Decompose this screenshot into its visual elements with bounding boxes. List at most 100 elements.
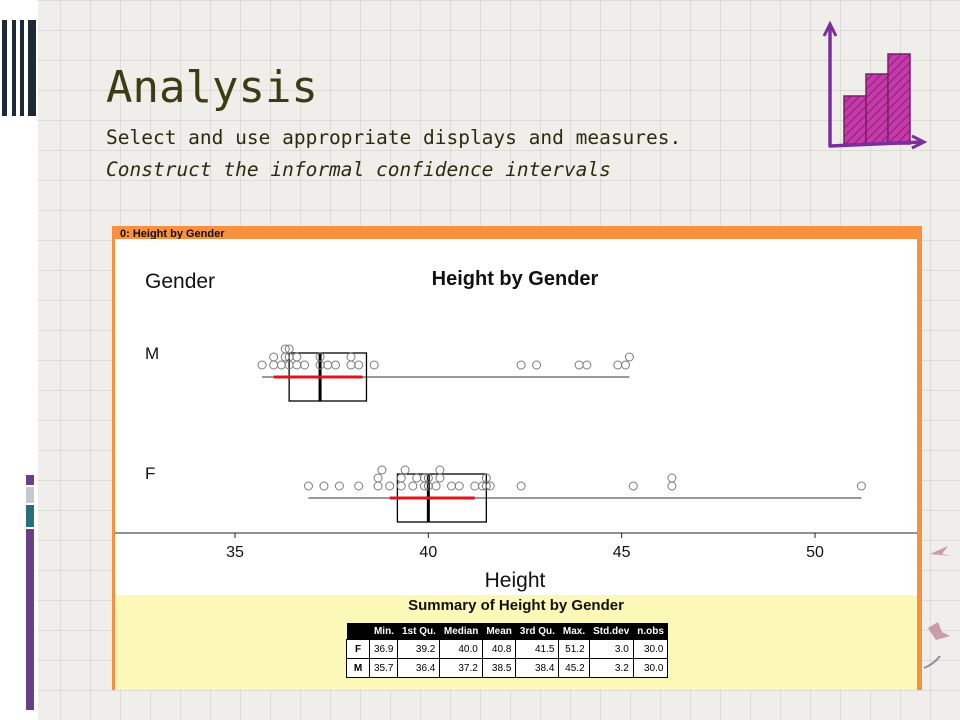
summary-header-cell: n.obs [633, 623, 668, 640]
data-point [303, 481, 313, 491]
table-row: F 36.9 39.2 40.0 40.8 41.5 51.2 3.0 30.0 [346, 639, 669, 659]
data-point [292, 352, 302, 362]
data-point [331, 360, 341, 370]
data-point [574, 360, 584, 370]
data-point [257, 360, 267, 370]
data-point [431, 481, 441, 491]
table-cell: 38.4 [515, 658, 560, 678]
table-row: M 35.7 36.4 37.2 38.5 38.4 45.2 3.2 30.0 [346, 658, 669, 678]
data-point [516, 360, 526, 370]
data-point [269, 352, 279, 362]
data-point [400, 465, 410, 475]
table-cell: 41.5 [515, 639, 560, 659]
table-cell: 30.0 [632, 639, 669, 659]
summary-header-cell: Max. [558, 623, 590, 640]
table-cell: 35.7 [368, 658, 399, 678]
data-point [667, 473, 677, 483]
summary-header-cell: Mean [482, 623, 516, 640]
summary-section: Summary of Height by Gender Min. 1st Qu.… [115, 595, 917, 690]
data-point [292, 360, 302, 370]
data-point [532, 360, 542, 370]
data-point [624, 352, 634, 362]
x-tick-label: 35 [226, 544, 244, 561]
summary-header-cell: Std.dev [589, 623, 634, 640]
table-cell: 36.9 [368, 639, 399, 659]
data-point [369, 360, 379, 370]
summary-title: Summary of Height by Gender [408, 597, 624, 614]
table-cell: 51.2 [558, 639, 590, 659]
summary-header-cell: Median [439, 623, 483, 640]
data-point [435, 465, 445, 475]
x-tick-label: 45 [613, 544, 631, 561]
left-decoration [26, 475, 34, 710]
slide-subtitle-italic: Construct the informal confidence interv… [106, 158, 611, 181]
data-point [396, 473, 406, 483]
data-point [621, 360, 631, 370]
slide-subtitle: Select and use appropriate displays and … [106, 126, 682, 149]
boxplot-chart: Height by Gender Gender Height 35 40 45 50 M… [115, 239, 917, 595]
data-point [408, 481, 418, 491]
data-point [628, 481, 638, 491]
data-point [315, 352, 325, 362]
data-point [346, 360, 356, 370]
table-cell: 3.2 [588, 658, 634, 678]
data-point [276, 360, 286, 370]
chart-title: Height by Gender [432, 268, 599, 290]
data-point [300, 360, 310, 370]
x-tick-label: 40 [419, 544, 437, 561]
summary-header-cell: Min. [369, 623, 398, 640]
data-point [435, 473, 445, 483]
summary-header-cell [346, 623, 370, 640]
data-point [470, 481, 480, 491]
group-label-f: F [145, 464, 155, 483]
data-point [323, 360, 333, 370]
data-point [373, 481, 383, 491]
table-cell: 30.0 [632, 658, 669, 678]
table-cell: M [346, 658, 370, 678]
data-point [284, 344, 294, 354]
table-cell: 40.8 [481, 639, 517, 659]
table-cell: 38.5 [481, 658, 517, 678]
data-point [354, 360, 364, 370]
summary-header-row: Min. 1st Qu. Median Mean 3rd Qu. Max. St… [346, 623, 668, 640]
y-axis-label: Gender [145, 270, 215, 293]
bar-chart-icon [822, 20, 928, 150]
data-point [319, 481, 329, 491]
summary-table: Min. 1st Qu. Median Mean 3rd Qu. Max. St… [346, 623, 669, 678]
data-point [269, 360, 279, 370]
slide-title: Analysis [106, 62, 318, 113]
output-panel: 0: Height by Gender Height by Gender Gen… [112, 226, 922, 690]
data-point [481, 473, 491, 483]
data-point [373, 473, 383, 483]
data-point [516, 481, 526, 491]
data-point [485, 481, 495, 491]
data-point [396, 481, 406, 491]
slide-deck-icon [2, 20, 36, 116]
data-point [419, 473, 429, 483]
leaf-decoration [923, 546, 952, 669]
data-point [856, 481, 866, 491]
summary-header-cell: 1st Qu. [397, 623, 440, 640]
summary-header-cell: 3rd Qu. [515, 623, 559, 640]
data-point [412, 473, 422, 483]
data-point [334, 481, 344, 491]
table-cell: 3.0 [588, 639, 634, 659]
data-point [354, 481, 364, 491]
data-point [385, 481, 395, 491]
data-point [377, 465, 387, 475]
table-cell: 39.2 [397, 639, 441, 659]
data-point [280, 344, 290, 354]
table-cell: 37.2 [439, 658, 483, 678]
data-point [667, 481, 677, 491]
data-point [346, 352, 356, 362]
group-label-m: M [145, 344, 159, 363]
table-cell: 40.0 [439, 639, 483, 659]
data-point [582, 360, 592, 370]
data-point [423, 473, 433, 483]
data-point [454, 481, 464, 491]
table-cell: 45.2 [558, 658, 590, 678]
x-axis-label: Height [485, 569, 546, 592]
table-cell: 36.4 [397, 658, 441, 678]
data-point [613, 360, 623, 370]
data-point [447, 481, 457, 491]
